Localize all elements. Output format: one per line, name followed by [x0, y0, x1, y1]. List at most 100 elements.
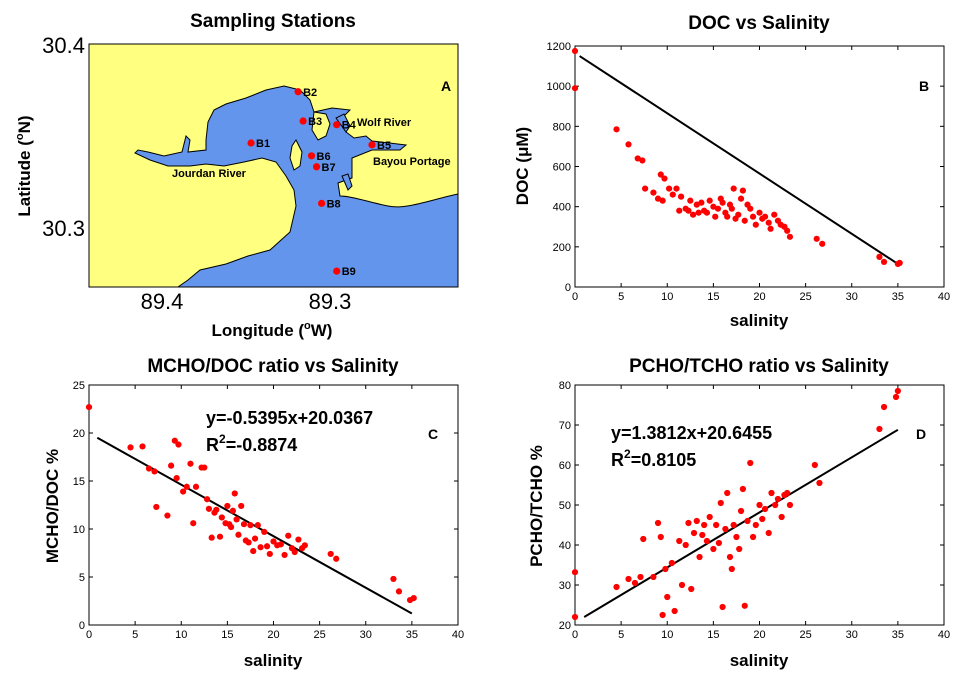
- station-b4-marker: [333, 121, 341, 129]
- panel-d-data-point: [737, 507, 745, 515]
- station-b9-label: B9: [342, 266, 356, 278]
- panel-b-data-point: [876, 253, 883, 260]
- panel-b-data-point: [896, 259, 903, 266]
- panel-b-data-point: [677, 193, 685, 200]
- panel-b-data-point: [571, 85, 579, 92]
- map-water: [134, 85, 459, 288]
- panel-c-data-point: [216, 533, 224, 540]
- panel-a-ylabel: Latitude (oN): [14, 115, 34, 216]
- panel-d-data-point: [761, 505, 769, 513]
- panel-b-xtick-label: 20: [753, 291, 765, 303]
- lat-tick-1: 30.4: [42, 33, 85, 58]
- panel-c-data-point: [127, 444, 134, 451]
- island-1: [311, 111, 331, 141]
- panel-c-data-point: [190, 520, 197, 527]
- panel-d-data-point: [571, 613, 579, 621]
- panel-d-data-point: [664, 593, 671, 601]
- panel-c-data-point: [218, 514, 225, 521]
- panel-d-letter: D: [916, 426, 926, 442]
- lat-tick-2: 30.3: [42, 216, 85, 241]
- panel-b-data-point: [669, 191, 676, 198]
- panel-d-data-point: [749, 533, 757, 541]
- panel-d-data-point: [726, 553, 734, 561]
- panel-d-data-point: [811, 461, 818, 469]
- panel-c-data-point: [291, 548, 298, 556]
- panel-b-data-point: [880, 258, 888, 265]
- panel-b-xtick-label: 5: [618, 291, 624, 303]
- panel-c-xtick-label: 35: [406, 629, 418, 641]
- panel-b-data-point: [650, 189, 657, 196]
- panel-b-data-point: [665, 185, 673, 192]
- panel-b-data-point: [739, 187, 746, 194]
- panel-b-ytick-label: 0: [565, 282, 571, 294]
- panel-d-data-point: [662, 565, 669, 573]
- panel-c-data-point: [277, 541, 284, 548]
- map-islands: [289, 111, 331, 171]
- station-b8-label: B8: [327, 198, 341, 210]
- panel-c-data-point: [254, 522, 261, 529]
- station-b3-label: B3: [308, 116, 322, 128]
- panel-c: MCHO/DOC ratio vs Salinity salinity MCHO…: [43, 356, 464, 670]
- panel-d-data-point: [892, 393, 900, 401]
- panel-c-data-point: [270, 538, 277, 545]
- panel-d-data-point: [728, 565, 735, 573]
- bay-water: [134, 85, 459, 288]
- panel-d-xtick-label: 30: [846, 629, 858, 641]
- panel-c-ylabel: MCHO/DOC %: [43, 449, 62, 563]
- panel-d-data-point: [786, 501, 794, 509]
- station-b1-marker: [247, 139, 255, 147]
- panel-b-ytick-label: 200: [553, 242, 571, 254]
- panel-b-data-point: [689, 211, 697, 218]
- panel-c-data-point: [179, 488, 187, 495]
- panel-d-data-point: [703, 537, 711, 545]
- panel-b-data-point: [819, 240, 826, 247]
- panel-d-data-point: [715, 539, 723, 547]
- panel-c-data-point: [263, 543, 271, 550]
- panel-c-equation: y=-0.5395x+20.0367: [206, 408, 373, 428]
- panel-c-data-point: [187, 460, 194, 467]
- panel-b-xtick-label: 30: [846, 291, 858, 303]
- panel-b-data-point: [613, 126, 620, 133]
- inlet-2: [341, 173, 353, 191]
- panel-d-ytick-label: 30: [559, 580, 571, 592]
- panel-d-data-point: [713, 521, 720, 529]
- panel-d-data-point: [699, 531, 706, 539]
- panel-b-data-point: [698, 199, 705, 206]
- panel-d-data-point: [710, 545, 717, 553]
- panel-d-xtick-label: 10: [661, 629, 673, 641]
- panel-b-data-point: [625, 141, 632, 148]
- panel-c-data-point: [327, 550, 334, 558]
- panel-d-ylabel: PCHO/TCHO %: [527, 445, 546, 567]
- panel-b-data-point: [676, 207, 683, 214]
- panel-c-data-point: [229, 507, 237, 514]
- panel-d-data-point: [774, 495, 782, 503]
- panel-a-title: Sampling Stations: [190, 11, 356, 32]
- station-b8-marker: [318, 199, 326, 207]
- panel-b-data-point: [714, 205, 722, 212]
- panel-c-xtick-label: 25: [314, 629, 326, 641]
- panel-d-data-point: [722, 525, 729, 533]
- panel-c-xtick-label: 5: [132, 629, 138, 641]
- panel-d-data-point: [741, 602, 748, 609]
- panel-d-data-point: [659, 611, 666, 619]
- panel-d-data-point: [678, 581, 686, 589]
- panel-d-data-point: [756, 501, 763, 509]
- lon-tick-2: 89.3: [309, 289, 352, 314]
- panel-d-data-point: [706, 513, 713, 521]
- panel-a-letter: A: [441, 78, 451, 94]
- panel-b-data-point: [571, 47, 579, 55]
- panel-b-ytick-label: 400: [553, 202, 571, 214]
- panel-d-data-point: [631, 579, 639, 587]
- panel-b-data-point: [747, 205, 754, 212]
- panel-c-data-point: [285, 532, 292, 539]
- panel-c-xtick-label: 10: [175, 629, 187, 641]
- panel-c-ytick-label: 20: [73, 428, 85, 440]
- panel-d-equation: y=1.3812x+20.6455: [611, 423, 772, 443]
- panel-b-data-point: [752, 221, 759, 228]
- panel-d-plot: 0 5 10 15 20 25 30 35 40 20 30 40 50 60 70 80: [559, 380, 950, 641]
- panel-d-xtick-label: 15: [707, 629, 719, 641]
- panel-d-data-point: [685, 519, 692, 527]
- panel-b-data-point: [813, 235, 820, 242]
- panel-b-data-point: [741, 217, 748, 224]
- panel-b-ytick-label: 800: [553, 121, 571, 133]
